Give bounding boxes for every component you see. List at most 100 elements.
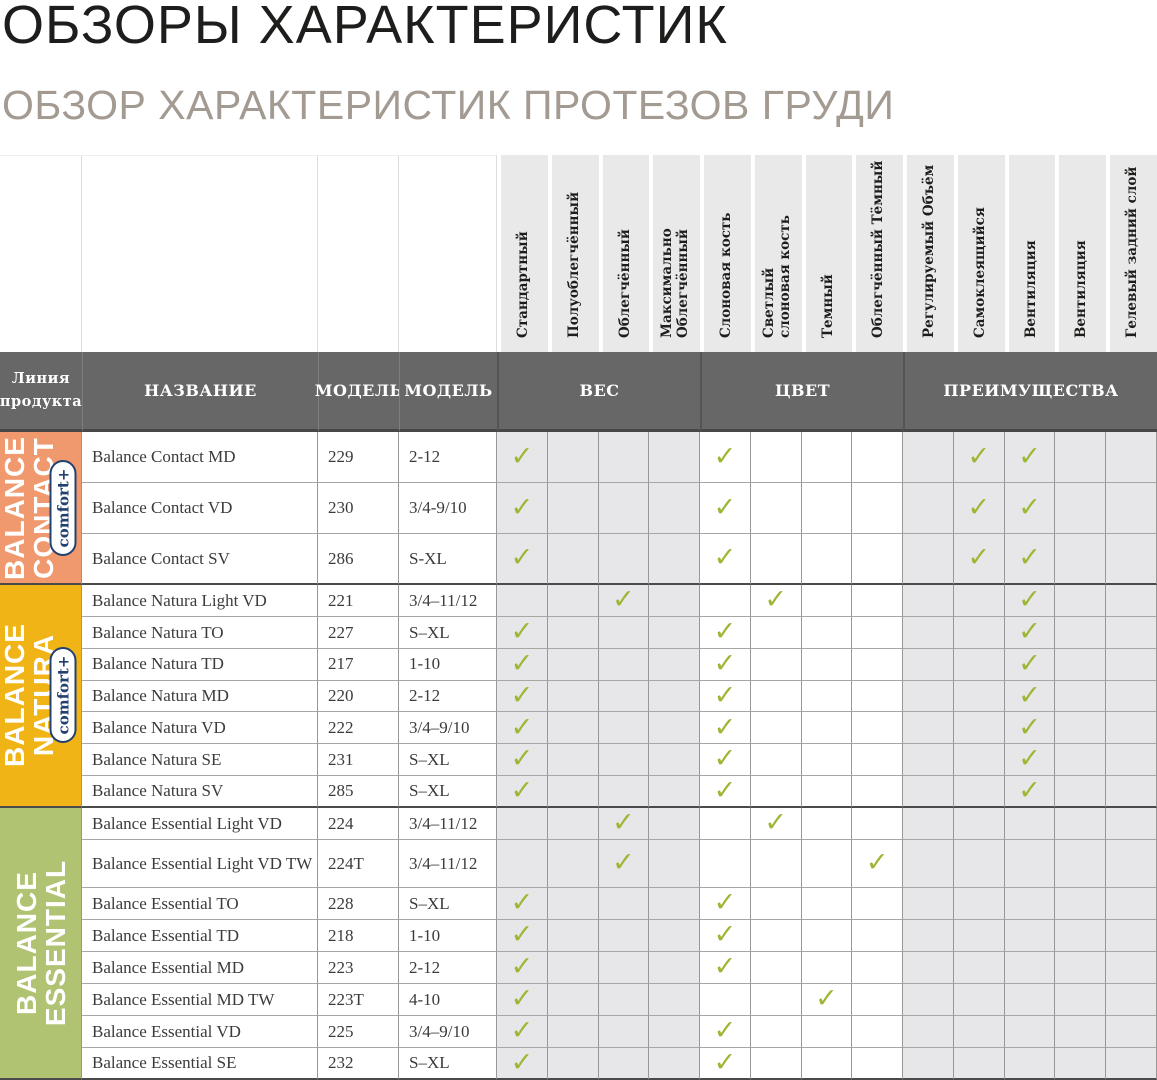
sizes-cell: 1-10 [399, 919, 497, 952]
check-cell [852, 919, 904, 952]
check-icon: ✓ [510, 951, 534, 983]
check-icon: ✓ [510, 711, 534, 743]
check-cell [750, 951, 802, 984]
check-cell [547, 432, 599, 483]
check-cell [1055, 951, 1107, 984]
check-cell: ✓ [700, 616, 751, 649]
product-name-cell: Balance Contact MD [82, 432, 318, 483]
check-cell: ✓ [1004, 679, 1056, 713]
check-cell [750, 839, 802, 888]
check-cell: ✓ [497, 744, 548, 777]
check-cell: ✓ [497, 432, 548, 483]
check-cell: ✓ [953, 483, 1005, 534]
check-icon: ✓ [1018, 679, 1041, 711]
check-cell: ✓ [497, 983, 548, 1016]
check-cell [903, 776, 954, 808]
check-cell: ✓ [497, 1047, 548, 1080]
check-cell [649, 585, 701, 617]
check-cell [1004, 887, 1056, 920]
check-cell [801, 432, 853, 483]
check-cell: ✓ [1004, 648, 1056, 681]
check-cell [750, 919, 802, 952]
feature-header-cell: Полуоблегчённый [547, 155, 599, 352]
check-cell [903, 483, 954, 534]
check-cell [750, 648, 802, 681]
sizes-cell: 1-10 [399, 648, 497, 681]
check-cell: ✓ [700, 712, 751, 745]
model-cell: 231 [318, 744, 399, 777]
check-cell [953, 919, 1005, 952]
check-cell [1055, 776, 1107, 808]
check-cell: ✓ [700, 887, 751, 920]
model-cell: 224 [318, 807, 399, 840]
check-cell [547, 534, 599, 585]
sizes-cell: 4-10 [399, 983, 497, 1016]
check-cell: ✓ [1004, 712, 1056, 745]
check-cell [953, 616, 1005, 649]
check-cell [903, 680, 954, 713]
check-cell [1106, 744, 1157, 777]
check-icon: ✓ [510, 647, 534, 679]
check-cell [750, 744, 802, 777]
feature-header-label: Облегчённый [616, 229, 633, 338]
product-name-cell: Balance Essential MD [82, 951, 318, 984]
check-cell [547, 680, 599, 713]
check-icon: ✓ [510, 774, 534, 806]
sizes-cell: S–XL [399, 744, 497, 777]
check-cell [497, 807, 548, 840]
check-cell [547, 887, 599, 920]
check-cell [547, 585, 599, 617]
product-name-cell: Balance Natura VD [82, 712, 318, 745]
check-cell [649, 432, 701, 483]
check-cell: ✓ [700, 1015, 751, 1048]
check-icon: ✓ [713, 647, 737, 679]
check-cell [852, 648, 904, 681]
feature-header-label: Гелевый задний слой [1124, 166, 1141, 338]
check-cell [649, 534, 701, 585]
check-cell [1055, 712, 1107, 745]
check-cell [598, 483, 650, 534]
check-cell [1055, 919, 1107, 952]
check-cell [598, 432, 650, 483]
check-cell [903, 839, 954, 888]
check-cell: ✓ [598, 839, 650, 888]
check-cell [750, 616, 802, 649]
check-cell [649, 648, 701, 681]
check-cell [750, 887, 802, 920]
check-cell: ✓ [700, 647, 751, 681]
check-cell [953, 951, 1005, 984]
check-cell: ✓ [598, 584, 650, 617]
model-cell: 230 [318, 483, 399, 534]
check-icon: ✓ [510, 919, 534, 951]
check-cell [903, 432, 954, 483]
check-cell [1055, 534, 1107, 585]
check-cell [1004, 807, 1056, 840]
check-icon: ✓ [764, 807, 788, 839]
check-cell [547, 744, 599, 777]
check-cell [801, 744, 853, 777]
check-cell [649, 807, 701, 840]
check-cell [801, 1047, 853, 1080]
check-cell [852, 585, 904, 617]
check-cell [649, 951, 701, 984]
check-cell [953, 744, 1005, 777]
check-icon: ✓ [612, 584, 635, 616]
check-cell [953, 680, 1005, 713]
check-cell: ✓ [953, 534, 1005, 585]
check-cell [801, 648, 853, 681]
feature-header-cell: Облегчённый [598, 155, 650, 352]
check-cell [1055, 483, 1107, 534]
check-cell [750, 983, 802, 1016]
check-cell: ✓ [497, 647, 548, 681]
model-cell: 228 [318, 887, 399, 920]
check-cell [1106, 1047, 1157, 1080]
check-icon: ✓ [713, 919, 737, 951]
sizes-cell: 2-12 [399, 951, 497, 984]
check-icon: ✓ [713, 1046, 737, 1078]
check-cell [903, 887, 954, 920]
check-cell [852, 951, 904, 984]
check-cell [649, 712, 701, 745]
check-cell: ✓ [700, 1046, 751, 1080]
check-cell [852, 534, 904, 585]
product-line-band-balance-contact: BALANCE CONTACT comfort+ [0, 432, 82, 585]
